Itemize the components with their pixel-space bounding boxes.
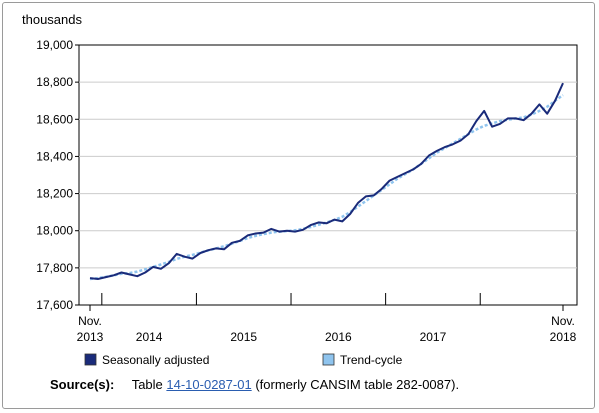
source-label: Source(s): <box>50 377 115 392</box>
source-prefix: Table <box>131 377 163 392</box>
x-tick-label: 2018 <box>550 330 577 344</box>
source-suffix: (formerly CANSIM table 282-0087). <box>255 377 460 392</box>
legend: Seasonally adjusted Trend-cycle <box>84 353 403 367</box>
y-tick-labels: 17,600 17,800 18,000 18,200 18,400 18,600 18,8… <box>36 38 73 312</box>
x-tick-label: Nov. <box>78 314 102 328</box>
series-seasonally-adjusted-line <box>89 82 564 280</box>
y-tick-label: 17,800 <box>36 261 73 275</box>
x-axis: Nov. 2013 2014 2015 2016 2017 Nov. 2018 <box>77 293 577 344</box>
plot-border <box>78 44 578 306</box>
y-tick-label: 18,600 <box>36 112 73 126</box>
grid-lines <box>75 44 578 306</box>
x-tick-label: Nov. <box>551 314 575 328</box>
x-tick-label: 2016 <box>325 330 352 344</box>
legend-label-seasonally-adjusted: Seasonally adjusted <box>102 353 209 367</box>
x-tick-label: 2013 <box>77 330 104 344</box>
source-note: Source(s): Table 14-10-0287-01 (formerly… <box>50 377 459 392</box>
legend-swatch-seasonally-adjusted <box>84 353 97 366</box>
legend-swatch-trend-cycle <box>322 353 335 366</box>
x-tick-label: 2017 <box>420 330 447 344</box>
source-table-link[interactable]: 14-10-0287-01 <box>166 377 252 392</box>
y-tick-label: 18,200 <box>36 187 73 201</box>
x-tick-label: 2014 <box>136 330 163 344</box>
y-tick-label: 17,600 <box>36 298 73 312</box>
series-lines <box>89 82 564 281</box>
y-tick-label: 19,000 <box>36 38 73 52</box>
y-tick-label: 18,400 <box>36 149 73 163</box>
y-tick-label: 18,000 <box>36 224 73 238</box>
x-tick-label: 2015 <box>230 330 257 344</box>
y-axis-label: thousands <box>22 12 82 27</box>
legend-label-trend-cycle: Trend-cycle <box>340 353 403 367</box>
series-trend-cycle-line <box>89 94 564 281</box>
chart-frame <box>2 2 595 409</box>
y-tick-label: 18,800 <box>36 75 73 89</box>
